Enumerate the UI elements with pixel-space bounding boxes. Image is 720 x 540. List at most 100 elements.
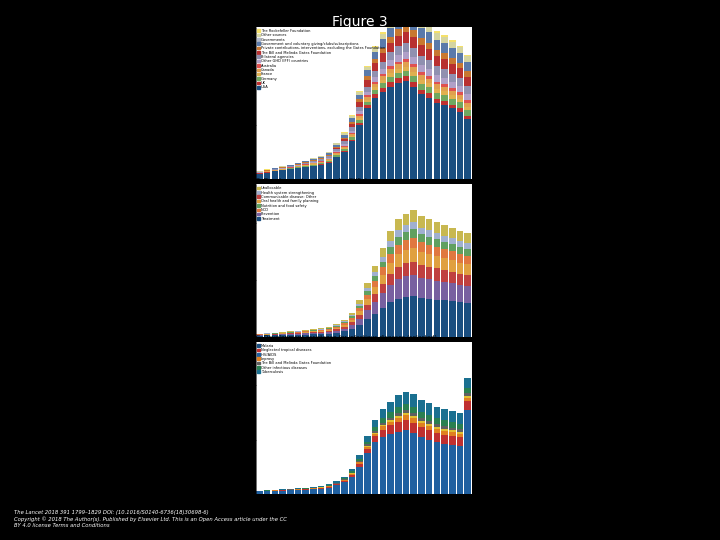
- Bar: [456, 53, 463, 63]
- Bar: [456, 429, 463, 432]
- Bar: [364, 295, 371, 299]
- Bar: [372, 94, 379, 98]
- Bar: [410, 12, 417, 19]
- Bar: [372, 98, 379, 179]
- Bar: [364, 447, 371, 449]
- Bar: [433, 300, 440, 336]
- Bar: [426, 69, 433, 76]
- Bar: [433, 50, 440, 56]
- Bar: [287, 166, 294, 167]
- Bar: [364, 92, 371, 96]
- Bar: [310, 161, 317, 162]
- Bar: [456, 437, 463, 446]
- Bar: [318, 160, 325, 161]
- Bar: [449, 238, 456, 244]
- Bar: [456, 414, 463, 424]
- Bar: [418, 278, 425, 298]
- Bar: [372, 442, 379, 494]
- Bar: [456, 48, 463, 53]
- Bar: [318, 157, 325, 158]
- Bar: [333, 333, 340, 336]
- Bar: [410, 394, 417, 407]
- Bar: [356, 120, 363, 123]
- Bar: [341, 481, 348, 482]
- Bar: [395, 84, 402, 179]
- Bar: [333, 157, 340, 179]
- Legend: Unallocable, Health system strengthening, Communicable disease: Other, Oral heal: Unallocable, Health system strengthening…: [257, 186, 319, 221]
- Bar: [333, 327, 340, 328]
- Bar: [379, 284, 386, 293]
- Bar: [456, 254, 463, 262]
- Bar: [302, 163, 309, 164]
- Bar: [449, 260, 456, 272]
- Bar: [325, 332, 332, 334]
- Bar: [348, 141, 355, 179]
- Bar: [433, 268, 440, 280]
- Bar: [379, 409, 386, 418]
- Bar: [325, 160, 332, 161]
- Bar: [348, 475, 355, 477]
- Bar: [464, 116, 471, 119]
- Bar: [356, 99, 363, 103]
- Bar: [449, 422, 456, 428]
- Bar: [433, 31, 440, 33]
- Bar: [271, 335, 278, 336]
- Bar: [379, 275, 386, 284]
- Bar: [449, 244, 456, 251]
- Bar: [364, 109, 371, 179]
- Bar: [449, 48, 456, 58]
- Bar: [410, 37, 417, 48]
- Bar: [418, 421, 425, 423]
- Bar: [372, 276, 379, 281]
- Bar: [325, 161, 332, 162]
- Bar: [410, 416, 417, 418]
- Bar: [426, 245, 433, 254]
- Bar: [341, 133, 348, 135]
- Bar: [264, 491, 271, 494]
- Bar: [449, 88, 456, 91]
- Bar: [310, 159, 317, 160]
- Bar: [395, 417, 402, 422]
- Bar: [325, 331, 332, 332]
- Bar: [318, 333, 325, 334]
- Bar: [449, 445, 456, 494]
- Bar: [318, 164, 325, 165]
- Bar: [325, 328, 332, 329]
- Bar: [418, 217, 425, 228]
- Bar: [418, 252, 425, 265]
- Bar: [456, 102, 463, 108]
- Bar: [348, 313, 355, 315]
- Bar: [364, 96, 371, 97]
- Bar: [441, 84, 448, 87]
- Bar: [318, 162, 325, 163]
- Bar: [410, 230, 417, 238]
- Bar: [364, 454, 371, 494]
- Bar: [441, 242, 448, 249]
- Bar: [379, 423, 386, 425]
- Bar: [418, 234, 425, 242]
- Bar: [433, 222, 440, 233]
- Bar: [433, 82, 440, 84]
- Bar: [348, 134, 355, 136]
- Bar: [464, 265, 471, 275]
- Bar: [449, 95, 456, 99]
- Bar: [333, 151, 340, 152]
- Bar: [441, 282, 448, 300]
- Bar: [395, 11, 402, 13]
- Bar: [410, 275, 417, 296]
- Bar: [387, 28, 394, 37]
- Bar: [325, 330, 332, 331]
- Bar: [449, 251, 456, 260]
- Bar: [449, 109, 456, 179]
- Bar: [325, 162, 332, 163]
- Bar: [426, 25, 433, 32]
- Bar: [402, 240, 409, 251]
- Bar: [426, 32, 433, 43]
- Bar: [402, 59, 409, 62]
- Bar: [348, 474, 355, 475]
- Bar: [372, 84, 379, 87]
- Bar: [402, 392, 409, 404]
- Bar: [333, 153, 340, 154]
- Bar: [310, 158, 317, 159]
- Bar: [302, 332, 309, 333]
